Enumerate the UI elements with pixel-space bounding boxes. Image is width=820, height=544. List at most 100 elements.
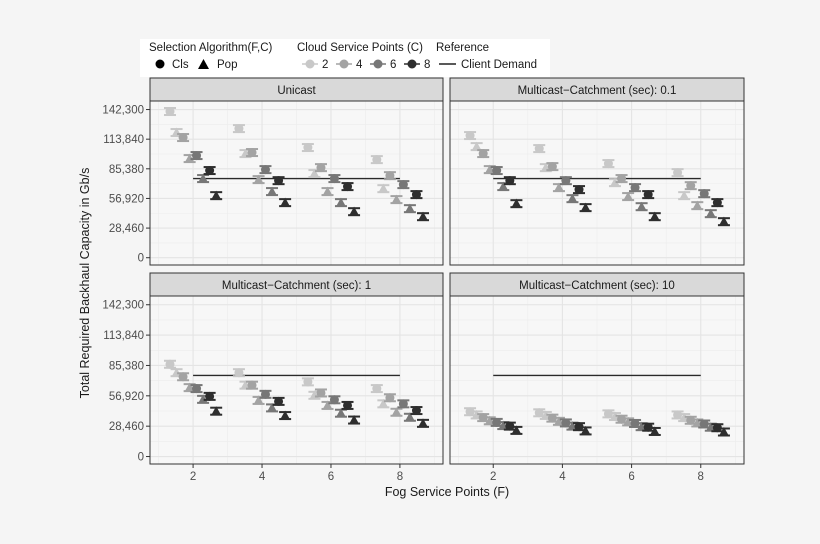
data-point-C4-Cls (314, 163, 327, 173)
y-tick-label: 85,380 (109, 360, 144, 372)
pop-triangle-marker (322, 400, 333, 410)
pop-triangle-marker (567, 193, 578, 203)
pop-triangle-marker (692, 200, 703, 210)
data-point-C8-Cls (642, 190, 655, 200)
cls-circle-marker (316, 163, 326, 173)
data-point-C8-Cls (573, 422, 586, 432)
legend-csp-point-icon (373, 59, 383, 69)
facet-title: Unicast (277, 85, 316, 97)
cls-circle-marker (178, 372, 188, 382)
cls-circle-marker (192, 151, 202, 161)
data-point-C8-Pop (348, 415, 361, 425)
pop-triangle-marker (580, 425, 591, 435)
data-point-C2-Pop (377, 183, 390, 194)
data-point-C6-Pop (334, 197, 347, 208)
cls-circle-marker (372, 384, 382, 394)
data-point-C6-Cls (190, 384, 203, 394)
cls-circle-marker (699, 419, 709, 429)
data-point-C8-Pop (579, 202, 592, 213)
y-tick-label: 56,920 (109, 193, 144, 205)
data-point-C2-Cls (301, 143, 314, 153)
pop-triangle-marker (471, 141, 482, 151)
data-point-C8-Pop (510, 425, 523, 435)
data-point-C6-Cls (397, 180, 410, 190)
data-point-C4-Cls (546, 162, 559, 172)
cls-circle-marker (234, 124, 244, 134)
data-point-C4-Pop (390, 407, 403, 417)
legend-title-algorithm: Selection Algorithm(F,C) (149, 42, 273, 54)
legend-csp-point-icon (305, 59, 315, 69)
legend: Selection Algorithm(F,C) Cls Pop Cloud S… (140, 39, 550, 77)
data-point-C4-Pop (252, 174, 265, 185)
y-tick-label: 142,300 (102, 300, 144, 312)
data-point-C6-Pop (266, 402, 279, 413)
cls-circle-marker (630, 418, 640, 428)
cls-circle-marker (561, 176, 571, 186)
pop-triangle-marker (718, 427, 729, 436)
x-tick-label: 4 (259, 471, 266, 483)
facet-title: Multicast−Catchment (sec): 1 (222, 280, 371, 292)
cls-circle-marker (534, 408, 544, 418)
cls-circle-marker (617, 414, 627, 424)
data-point-C2-Cls (533, 408, 546, 418)
legend-background (140, 39, 550, 77)
cls-circle-marker (534, 144, 544, 154)
data-point-C2-Pop (608, 177, 621, 188)
legend-label-pop: Pop (217, 59, 237, 71)
panel-3: Multicast−Catchment (sec): 10 2 4 6 8 (449, 272, 745, 483)
panel-2: Multicast−Catchment (sec): 1 0 28,460 56,92… (102, 272, 444, 483)
cls-circle-marker (712, 198, 722, 208)
data-point-C2-Cls (602, 409, 615, 419)
cls-circle-marker (643, 190, 653, 200)
data-point-C4-Cls (246, 380, 259, 390)
data-point-C2-Cls (301, 377, 314, 387)
pop-triangle-marker (280, 410, 291, 420)
pop-triangle-marker (511, 425, 522, 435)
data-point-C2-Cls (163, 359, 176, 369)
data-point-C4-Pop (252, 395, 265, 405)
data-point-C8-Cls (503, 421, 516, 431)
pop-triangle-marker (335, 408, 346, 418)
data-point-C4-Cls (177, 372, 190, 382)
cls-circle-marker (165, 107, 175, 117)
data-point-C4-Pop (622, 191, 635, 202)
cls-circle-marker (505, 176, 515, 186)
legend-label-client-demand: Client Demand (461, 59, 537, 71)
legend-circle-icon (155, 59, 165, 69)
data-point-C6-Cls (490, 417, 503, 427)
data-point-C2-Pop (377, 398, 390, 409)
legend-csp-label-2: 2 (322, 59, 328, 71)
panel-1: Multicast−Catchment (sec): 0.1 (449, 77, 745, 266)
data-point-C6-Cls (259, 165, 272, 175)
cls-circle-marker (547, 413, 557, 423)
data-point-C2-Pop (170, 367, 183, 378)
cls-circle-marker (673, 168, 683, 178)
data-point-C6-Cls (328, 174, 341, 184)
data-point-C4-Pop (321, 400, 334, 410)
data-point-C6-Cls (190, 151, 203, 161)
data-point-C2-Cls (464, 407, 477, 417)
data-point-C6-Pop (704, 208, 717, 219)
y-tick-label: 28,460 (109, 421, 144, 433)
panel-border (149, 295, 444, 465)
data-point-C4-Cls (383, 171, 396, 181)
data-point-C2-Cls (464, 131, 477, 141)
x-tick-label: 2 (190, 471, 196, 483)
pop-triangle-marker (553, 182, 564, 192)
cls-circle-marker (699, 189, 709, 199)
data-point-C4-Pop (691, 200, 704, 211)
pop-triangle-marker (267, 402, 278, 412)
data-point-C8-Cls (711, 423, 724, 433)
cls-circle-marker (411, 406, 421, 416)
data-point-C8-Pop (648, 426, 661, 436)
pop-triangle-marker (198, 173, 209, 183)
cls-circle-marker (247, 148, 257, 158)
pop-triangle-marker (322, 186, 333, 196)
data-point-C8-Cls (272, 176, 285, 186)
pop-triangle-marker (418, 418, 429, 428)
cls-circle-marker (686, 181, 696, 191)
data-point-C2-Pop (308, 168, 321, 179)
y-axis-label: Total Required Backhaul Capacity in Gb/s (78, 168, 92, 399)
data-point-C2-Cls (232, 368, 245, 378)
y-tick-label: 0 (138, 253, 144, 265)
